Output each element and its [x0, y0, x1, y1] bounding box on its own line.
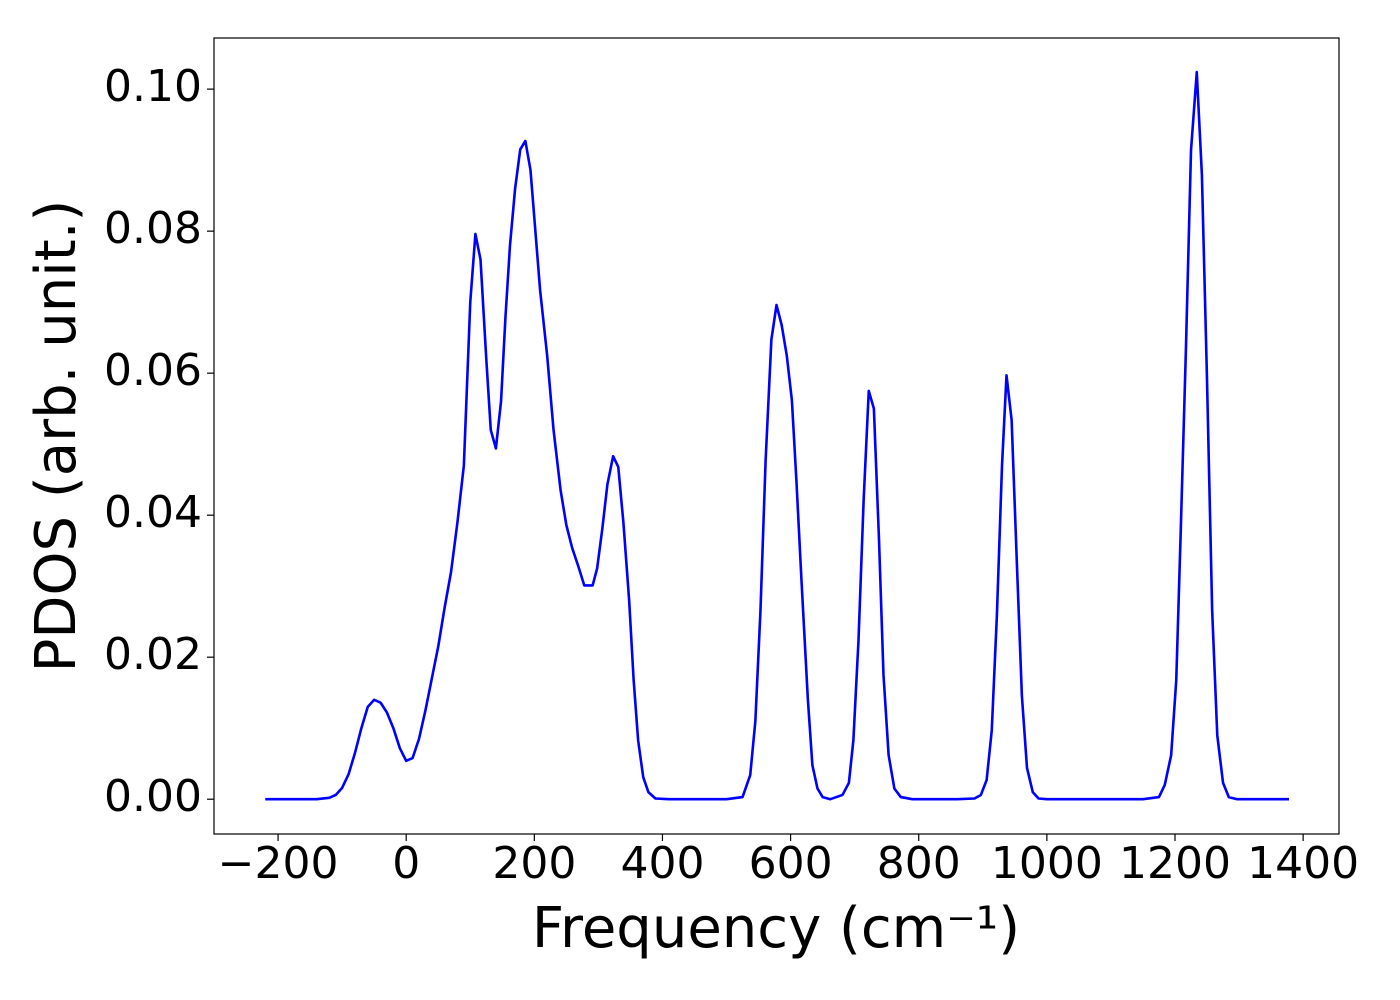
x-tick-label: 1200 [1119, 838, 1231, 889]
x-tick-label: −200 [218, 838, 339, 889]
axes-frame [213, 37, 1340, 835]
y-tick-label: 0.06 [104, 345, 202, 396]
x-tick-label: 600 [749, 838, 833, 889]
x-tick-label: 800 [877, 838, 961, 889]
x-tick-label: 1400 [1247, 838, 1359, 889]
y-tick-label: 0.00 [104, 771, 202, 822]
x-axis-label: Frequency (cm⁻¹) [532, 896, 1020, 961]
y-tick-label: 0.08 [104, 203, 202, 254]
y-axis-label: PDOS (arb. unit.) [24, 200, 89, 673]
x-tick-label: 0 [392, 838, 420, 889]
x-tick-label: 200 [492, 838, 576, 889]
x-tick-label: 400 [620, 838, 704, 889]
x-tick-label: 1000 [991, 838, 1103, 889]
y-tick-label: 0.04 [104, 487, 202, 538]
data-line [265, 70, 1290, 801]
y-tick-label: 0.02 [104, 629, 202, 680]
y-tick-label: 0.10 [104, 61, 202, 112]
